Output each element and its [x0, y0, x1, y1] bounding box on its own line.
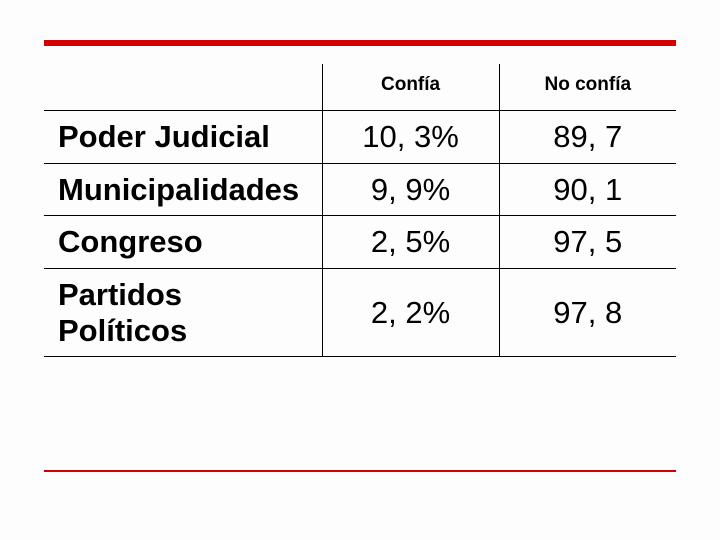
cell-no-confia: 89, 7 [499, 111, 676, 164]
table-row: Municipalidades 9, 9% 90, 1 [44, 163, 676, 216]
header-empty [44, 64, 322, 111]
header-no-confia: No confía [499, 64, 676, 111]
table-header-row: Confía No confía [44, 64, 676, 111]
row-label: Municipalidades [44, 163, 322, 216]
cell-confia: 2, 2% [322, 268, 499, 356]
slide: Confía No confía Poder Judicial 10, 3% 8… [0, 0, 720, 540]
bottom-divider [44, 470, 676, 472]
trust-table: Confía No confía Poder Judicial 10, 3% 8… [44, 64, 676, 357]
table-row: Congreso 2, 5% 97, 5 [44, 216, 676, 269]
table-row: Partidos Políticos 2, 2% 97, 8 [44, 268, 676, 356]
cell-no-confia: 97, 8 [499, 268, 676, 356]
top-divider [44, 40, 676, 46]
cell-no-confia: 97, 5 [499, 216, 676, 269]
cell-confia: 10, 3% [322, 111, 499, 164]
header-confia: Confía [322, 64, 499, 111]
cell-confia: 9, 9% [322, 163, 499, 216]
table-row: Poder Judicial 10, 3% 89, 7 [44, 111, 676, 164]
row-label: Congreso [44, 216, 322, 269]
cell-no-confia: 90, 1 [499, 163, 676, 216]
row-label: Poder Judicial [44, 111, 322, 164]
cell-confia: 2, 5% [322, 216, 499, 269]
row-label: Partidos Políticos [44, 268, 322, 356]
